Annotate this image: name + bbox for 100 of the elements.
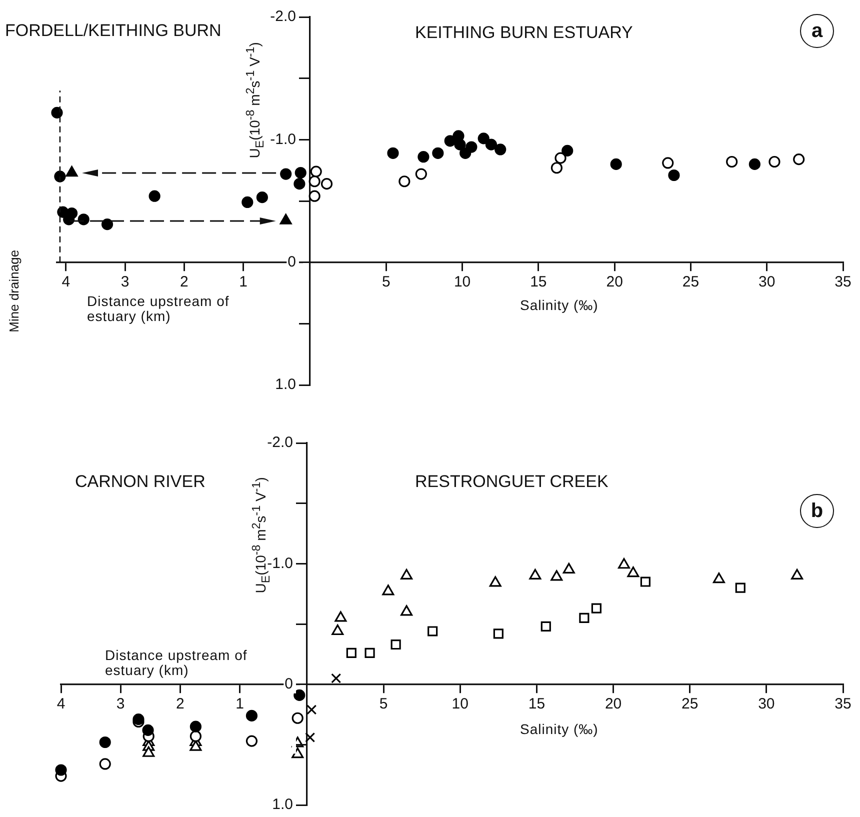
point — [331, 673, 342, 684]
point — [432, 147, 444, 159]
point — [418, 151, 430, 163]
point — [256, 192, 268, 204]
point — [246, 710, 258, 722]
y-tick-label: -2.0 — [270, 8, 296, 26]
point — [400, 568, 413, 580]
point — [99, 758, 111, 770]
x-tick-label: 25 — [682, 695, 698, 712]
x-tick-label: 30 — [758, 273, 776, 290]
point — [54, 170, 66, 182]
ref-line-label: Mine drainage — [6, 250, 22, 332]
point — [748, 158, 760, 170]
x-tick-label: 10 — [454, 273, 471, 290]
point — [610, 158, 622, 170]
point — [454, 138, 466, 150]
x-tick-label: 2 — [176, 695, 184, 712]
point — [640, 576, 650, 587]
point — [627, 566, 640, 578]
point — [726, 156, 738, 168]
point — [550, 570, 563, 581]
x-tick-label: 5 — [379, 695, 388, 712]
point — [190, 730, 202, 742]
point — [346, 648, 356, 658]
point — [400, 605, 413, 616]
point — [668, 169, 680, 182]
y-tick-label: -2.0 — [267, 434, 293, 452]
point — [308, 176, 320, 188]
x-tick-label: 4 — [56, 695, 66, 712]
point — [494, 144, 506, 156]
x-axis-title: Distance upstream of estuary (km) — [105, 647, 248, 678]
point — [101, 218, 114, 230]
point — [320, 178, 333, 190]
point — [768, 156, 780, 168]
point — [132, 714, 144, 726]
point — [466, 141, 478, 153]
point — [478, 132, 490, 144]
x-tick-label: 35 — [834, 695, 852, 712]
point — [294, 178, 306, 190]
y-tick-label: 1.0 — [272, 796, 293, 814]
x-tick-label: 3 — [116, 695, 125, 712]
point — [332, 624, 344, 636]
y-tick-label: 0 — [284, 675, 293, 692]
point — [334, 611, 347, 622]
annotation: b — [800, 494, 834, 528]
point — [190, 720, 202, 732]
point — [618, 558, 630, 569]
point — [554, 152, 566, 164]
point — [791, 568, 804, 580]
y-tick-label: 1.0 — [275, 376, 296, 394]
point — [280, 168, 292, 180]
point — [246, 735, 258, 747]
point — [142, 724, 154, 736]
y-tick-label: 0 — [288, 253, 296, 270]
x-tick-label: 10 — [452, 695, 468, 712]
x-tick-label: 30 — [758, 695, 775, 712]
point — [142, 746, 155, 757]
point — [242, 196, 254, 208]
point — [591, 603, 602, 614]
point — [550, 162, 563, 174]
x-axis-title: Distance upstream of estuary (km) — [87, 293, 230, 325]
point — [793, 153, 805, 166]
annotation: a — [800, 14, 834, 48]
point — [387, 147, 399, 159]
point — [579, 612, 590, 624]
text: CARNON RIVER — [75, 472, 206, 492]
point — [529, 568, 542, 580]
point — [99, 736, 111, 748]
point — [540, 621, 551, 632]
point — [562, 562, 575, 574]
x-tick-label: 3 — [120, 273, 130, 290]
point — [428, 626, 438, 636]
x-tick-label: 25 — [682, 273, 700, 290]
chart-title: KEITHING BURN ESTUARY — [415, 23, 633, 43]
point — [364, 648, 375, 658]
x-tick-label: 20 — [606, 273, 623, 290]
x-tick-label: 4 — [62, 273, 70, 290]
y-tick-label: -1.0 — [270, 130, 296, 148]
point — [294, 689, 306, 701]
point — [398, 176, 410, 188]
point — [735, 582, 746, 593]
x-axis-title: Salinity (‰) — [520, 297, 600, 314]
x-tick-label: 1 — [239, 273, 248, 290]
x-axis-title: Salinity (‰) — [520, 721, 600, 738]
x-tick-label: 2 — [180, 273, 188, 290]
point — [292, 712, 304, 724]
x-tick-label: 1 — [236, 695, 244, 712]
point — [390, 639, 401, 650]
point — [306, 704, 317, 715]
x-tick-label: 35 — [834, 273, 852, 290]
y-tick-label: -1.0 — [267, 554, 293, 572]
point — [662, 157, 674, 169]
x-tick-label: 20 — [604, 695, 622, 712]
x-tick-label: 5 — [382, 273, 390, 290]
point — [66, 166, 78, 177]
point — [444, 135, 456, 147]
point — [485, 138, 498, 150]
point — [382, 584, 394, 596]
point — [55, 764, 67, 776]
point — [489, 576, 502, 587]
